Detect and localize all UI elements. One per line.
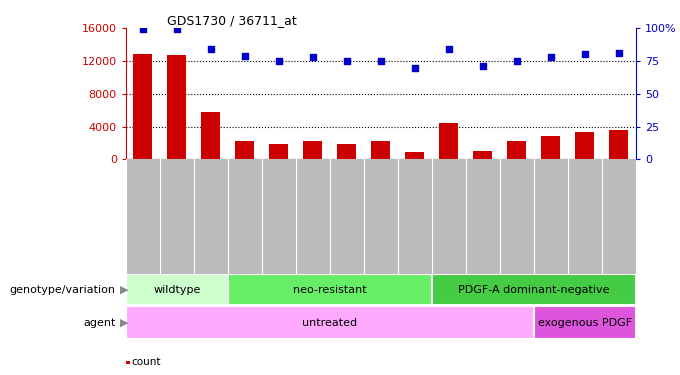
Point [341, 58, 352, 64]
Point [613, 50, 624, 56]
Point [477, 63, 488, 69]
Bar [126, 274, 228, 305]
Bar [432, 274, 636, 305]
Point [239, 53, 250, 59]
Bar [439, 123, 458, 159]
Bar [126, 306, 534, 339]
Bar [337, 144, 356, 159]
Text: neo-resistant: neo-resistant [293, 285, 367, 295]
Point [137, 26, 148, 33]
Text: count: count [132, 357, 161, 368]
Point [273, 58, 284, 64]
Bar [609, 130, 628, 159]
Point [409, 64, 420, 70]
Bar [534, 306, 636, 339]
Point [443, 46, 454, 52]
Text: exogenous PDGF: exogenous PDGF [538, 318, 632, 327]
Text: untreated: untreated [302, 318, 358, 327]
Bar [507, 141, 526, 159]
Text: ▶: ▶ [120, 318, 129, 327]
Bar [235, 141, 254, 159]
Point [511, 58, 522, 64]
Bar [473, 151, 492, 159]
Text: PDGF-A dominant-negative: PDGF-A dominant-negative [458, 285, 609, 295]
Bar [228, 274, 432, 305]
Bar [167, 55, 186, 159]
Text: GDS1730 / 36711_at: GDS1730 / 36711_at [167, 14, 296, 27]
Bar [541, 136, 560, 159]
Text: genotype/variation: genotype/variation [10, 285, 116, 295]
Bar [575, 132, 594, 159]
Text: ▶: ▶ [120, 285, 129, 295]
Bar [133, 54, 152, 159]
Text: wildtype: wildtype [153, 285, 201, 295]
Bar [371, 141, 390, 159]
Bar [201, 112, 220, 159]
Bar [303, 141, 322, 159]
Text: agent: agent [83, 318, 116, 327]
Point [307, 54, 318, 60]
Point [205, 46, 216, 52]
Bar [405, 152, 424, 159]
Bar [269, 144, 288, 159]
Point [375, 58, 386, 64]
Point [171, 26, 182, 33]
Point [545, 54, 556, 60]
Point [579, 51, 590, 57]
